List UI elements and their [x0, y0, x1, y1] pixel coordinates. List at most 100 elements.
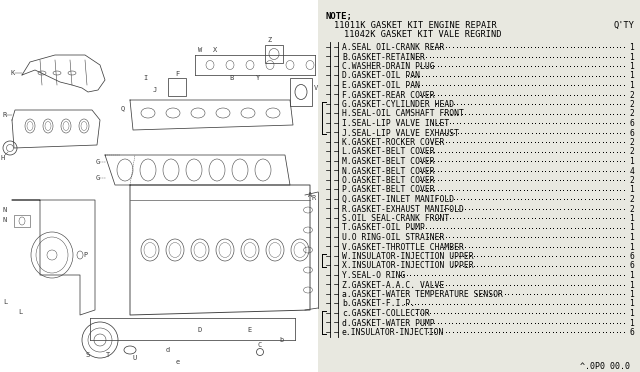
- Text: Y: Y: [256, 75, 260, 81]
- Text: N.GASKET-BELT COVER: N.GASKET-BELT COVER: [342, 167, 435, 176]
- Text: A: A: [308, 192, 312, 198]
- Text: 2: 2: [629, 148, 634, 157]
- Bar: [14, 215, 30, 227]
- Text: J: J: [153, 87, 157, 93]
- Text: D: D: [198, 327, 202, 333]
- Text: Z.GASKET-A.A.C. VALVE: Z.GASKET-A.A.C. VALVE: [342, 280, 444, 289]
- Bar: [265, 45, 283, 63]
- Text: D.GASKET-OIL PAN: D.GASKET-OIL PAN: [342, 71, 420, 80]
- Text: 1: 1: [629, 290, 634, 299]
- Text: X: X: [213, 47, 217, 53]
- Text: L: L: [3, 299, 7, 305]
- Text: A.SEAL OIL-CRANK REAR: A.SEAL OIL-CRANK REAR: [342, 43, 444, 52]
- Text: 2: 2: [629, 205, 634, 214]
- Text: C: C: [258, 342, 262, 348]
- Text: 6: 6: [629, 262, 634, 270]
- Text: W.INSULATOR-INJECTION UPPER: W.INSULATOR-INJECTION UPPER: [342, 252, 474, 261]
- Text: 1: 1: [629, 271, 634, 280]
- Bar: [318, 0, 640, 372]
- Text: ^.0P0 00.0: ^.0P0 00.0: [580, 362, 630, 371]
- Text: K.GASKET-ROCKER COVER: K.GASKET-ROCKER COVER: [342, 138, 444, 147]
- Text: b.GASKET-F.I.P.: b.GASKET-F.I.P.: [342, 299, 415, 308]
- Text: 6: 6: [629, 128, 634, 138]
- Text: L: L: [18, 309, 22, 315]
- Text: L.GASKET-BELT COVER: L.GASKET-BELT COVER: [342, 148, 435, 157]
- Text: 2: 2: [629, 100, 634, 109]
- Text: d.GASKET-WATER PUMP: d.GASKET-WATER PUMP: [342, 318, 435, 327]
- Text: H.SEAL-OIL CAMSHAFT FRONT: H.SEAL-OIL CAMSHAFT FRONT: [342, 109, 464, 119]
- Text: Q.GASKET-INLET MANIFOLD: Q.GASKET-INLET MANIFOLD: [342, 195, 454, 204]
- Text: S: S: [86, 352, 90, 358]
- Text: U: U: [133, 355, 137, 361]
- Text: 4: 4: [629, 167, 634, 176]
- Text: 6: 6: [629, 252, 634, 261]
- Bar: [290, 78, 312, 106]
- Text: M.GASKET-BELT COVER: M.GASKET-BELT COVER: [342, 157, 435, 166]
- Text: 1: 1: [629, 81, 634, 90]
- Text: 1: 1: [629, 224, 634, 232]
- Text: U.O RING-OIL STRAINER: U.O RING-OIL STRAINER: [342, 233, 444, 242]
- Text: 1: 1: [629, 299, 634, 308]
- Text: J.SEAL-LIP VALVE EXHAUST: J.SEAL-LIP VALVE EXHAUST: [342, 128, 459, 138]
- Text: V.GASKET-THROTTLE CHAMBER: V.GASKET-THROTTLE CHAMBER: [342, 243, 464, 251]
- Text: Z: Z: [268, 37, 272, 43]
- Text: V: V: [314, 85, 318, 91]
- Text: 2: 2: [629, 138, 634, 147]
- Text: R: R: [3, 112, 7, 118]
- Text: K: K: [11, 70, 15, 76]
- Text: 6: 6: [629, 328, 634, 337]
- Text: F: F: [175, 71, 179, 77]
- Text: 1: 1: [629, 186, 634, 195]
- Text: 6: 6: [629, 119, 634, 128]
- Text: E.GASKET-OIL PAN: E.GASKET-OIL PAN: [342, 81, 420, 90]
- Text: H: H: [1, 155, 5, 161]
- Text: I.SEAL-LIP VALVE INLET: I.SEAL-LIP VALVE INLET: [342, 119, 449, 128]
- Text: 2: 2: [629, 90, 634, 99]
- Text: 1: 1: [629, 71, 634, 80]
- Text: B: B: [230, 75, 234, 81]
- Text: e: e: [176, 359, 180, 365]
- Text: 1: 1: [629, 318, 634, 327]
- Text: 1: 1: [629, 157, 634, 166]
- Text: 2: 2: [629, 176, 634, 185]
- Text: P: P: [83, 252, 87, 258]
- Text: R: R: [312, 195, 316, 201]
- Text: C.WASHER-DRAIN PLUG: C.WASHER-DRAIN PLUG: [342, 62, 435, 71]
- Text: S.OIL SEAL-CRANK FRONT: S.OIL SEAL-CRANK FRONT: [342, 214, 449, 223]
- Text: R.GASKET-EXHAUST MANIFOLD: R.GASKET-EXHAUST MANIFOLD: [342, 205, 464, 214]
- Bar: [168, 78, 186, 96]
- Text: c.GASKET-COLLECTOR: c.GASKET-COLLECTOR: [342, 309, 429, 318]
- Text: 11042K GASKET KIT VALE REGRIND: 11042K GASKET KIT VALE REGRIND: [344, 30, 502, 39]
- Text: T: T: [106, 352, 110, 358]
- Text: P.GASKET-BELT COVER: P.GASKET-BELT COVER: [342, 186, 435, 195]
- Text: 1: 1: [629, 280, 634, 289]
- Text: X.INSULATOR-INJECTION UPPER: X.INSULATOR-INJECTION UPPER: [342, 262, 474, 270]
- Text: B.GASKET-RETAINER: B.GASKET-RETAINER: [342, 52, 425, 61]
- Text: 1: 1: [629, 52, 634, 61]
- Bar: [0, 0, 318, 372]
- Text: 11011K GASKET KIT ENGINE REPAIR: 11011K GASKET KIT ENGINE REPAIR: [334, 21, 497, 30]
- Text: NOTE;: NOTE;: [326, 12, 353, 21]
- Text: 2: 2: [629, 195, 634, 204]
- Text: N: N: [3, 217, 7, 223]
- Text: d: d: [166, 347, 170, 353]
- Text: W: W: [198, 47, 202, 53]
- Text: Q: Q: [121, 105, 125, 111]
- Text: Q'TY: Q'TY: [613, 21, 634, 30]
- Text: a.GASKET-WATER TEMPERATURE SENSOR: a.GASKET-WATER TEMPERATURE SENSOR: [342, 290, 503, 299]
- Text: 1: 1: [629, 62, 634, 71]
- Text: 1: 1: [629, 233, 634, 242]
- Text: G.GASKET-CYLILNDER HEAD: G.GASKET-CYLILNDER HEAD: [342, 100, 454, 109]
- Text: F.GASKET-REAR COVER: F.GASKET-REAR COVER: [342, 90, 435, 99]
- Text: E: E: [248, 327, 252, 333]
- Text: I: I: [143, 75, 147, 81]
- Text: 1: 1: [629, 309, 634, 318]
- Text: e.INSULATOR-INJECTION: e.INSULATOR-INJECTION: [342, 328, 444, 337]
- Text: G: G: [96, 175, 100, 181]
- Text: O.GASKET-BELT COVER: O.GASKET-BELT COVER: [342, 176, 435, 185]
- Text: Y.SEAL-O RING: Y.SEAL-O RING: [342, 271, 405, 280]
- Text: N: N: [3, 207, 7, 213]
- Text: T.GASKET-OIL PUMP: T.GASKET-OIL PUMP: [342, 224, 425, 232]
- Text: 1: 1: [629, 43, 634, 52]
- Text: b: b: [280, 337, 284, 343]
